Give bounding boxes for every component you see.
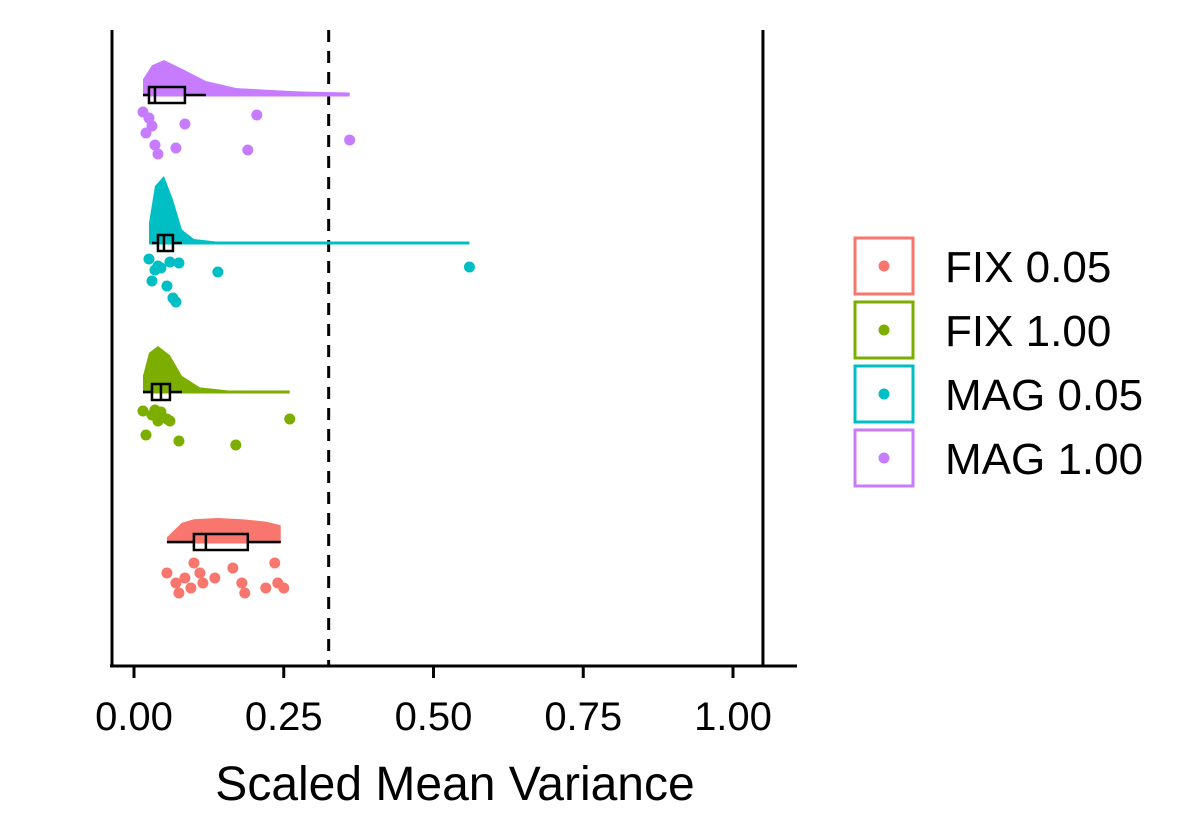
data-point: [149, 139, 161, 151]
x-axis-title: Scaled Mean Variance: [215, 758, 694, 811]
legend-label: MAG 0.05: [945, 371, 1143, 420]
data-point: [227, 562, 239, 574]
x-axis-ticks: 0.00 0.25 0.50 0.75 1.00: [95, 667, 772, 739]
x-tick-label: 1.00: [694, 695, 772, 739]
series-mag-0-05: [143, 176, 475, 308]
data-point: [170, 577, 182, 589]
data-point: [164, 256, 176, 268]
plot-area: [137, 30, 765, 666]
data-point: [179, 572, 191, 584]
data-point: [173, 435, 185, 447]
legend-key-dot: [878, 260, 890, 272]
data-point: [194, 567, 206, 579]
data-point: [269, 557, 281, 569]
data-point: [188, 557, 200, 569]
legend: FIX 0.05 FIX 1.00 MAG 0.05 MAG 1.00: [853, 236, 1143, 488]
series-mag-1-00: [137, 60, 356, 160]
data-point: [170, 142, 182, 154]
data-point: [239, 587, 251, 599]
data-point: [152, 415, 164, 427]
data-point: [209, 572, 221, 584]
density-cloud: [142, 60, 350, 95]
box-iqr: [156, 233, 175, 253]
data-point: [146, 120, 158, 132]
legend-item-mag-1-00: MAG 1.00: [853, 428, 1143, 488]
data-point: [152, 148, 164, 160]
legend-key-dot: [878, 324, 890, 336]
legend-item-fix-0-05: FIX 0.05: [853, 236, 1111, 296]
legend-label: FIX 0.05: [945, 243, 1111, 292]
data-point: [140, 429, 152, 441]
axes: 0.00 0.25 0.50 0.75 1.00 Scaled Mean Varianc…: [95, 30, 797, 811]
data-point: [278, 582, 290, 594]
legend-key-box: [853, 236, 915, 296]
x-tick-label: 0.25: [245, 695, 323, 739]
data-point: [230, 439, 242, 451]
data-point: [179, 118, 191, 130]
box-iqr: [192, 532, 250, 552]
data-point: [197, 577, 209, 589]
density-cloud: [142, 346, 290, 392]
legend-label: MAG 1.00: [945, 435, 1143, 484]
data-point: [161, 567, 173, 579]
data-point: [161, 280, 173, 292]
legend-key-box: [853, 300, 915, 360]
series-fix-0-05: [161, 518, 290, 599]
data-point: [155, 262, 167, 274]
data-point: [260, 582, 272, 594]
legend-label: FIX 1.00: [945, 307, 1111, 356]
data-point: [212, 266, 224, 278]
data-point: [146, 275, 158, 287]
data-point: [242, 144, 254, 156]
legend-key-box: [853, 364, 915, 424]
data-point: [137, 405, 149, 417]
x-tick-label: 0.50: [395, 695, 473, 739]
legend-item-fix-1-00: FIX 1.00: [853, 300, 1111, 360]
data-point: [284, 413, 296, 425]
data-point: [185, 582, 197, 594]
legend-key-dot: [878, 388, 890, 400]
density-cloud: [166, 518, 281, 542]
series-fix-1-00: [137, 346, 296, 451]
data-point: [143, 253, 155, 265]
legend-key-box: [853, 428, 915, 488]
data-point: [251, 109, 263, 121]
density-cloud: [148, 176, 470, 243]
legend-key-dot: [878, 452, 890, 464]
data-point: [344, 134, 356, 146]
data-point: [173, 257, 185, 269]
data-point: [170, 296, 182, 308]
legend-item-mag-0-05: MAG 0.05: [853, 364, 1143, 424]
x-tick-label: 0.75: [544, 695, 622, 739]
data-point: [463, 261, 475, 273]
x-tick-label: 0.00: [95, 695, 173, 739]
box-iqr: [147, 85, 187, 105]
data-point: [164, 415, 176, 427]
data-point: [236, 577, 248, 589]
data-point: [173, 587, 185, 599]
